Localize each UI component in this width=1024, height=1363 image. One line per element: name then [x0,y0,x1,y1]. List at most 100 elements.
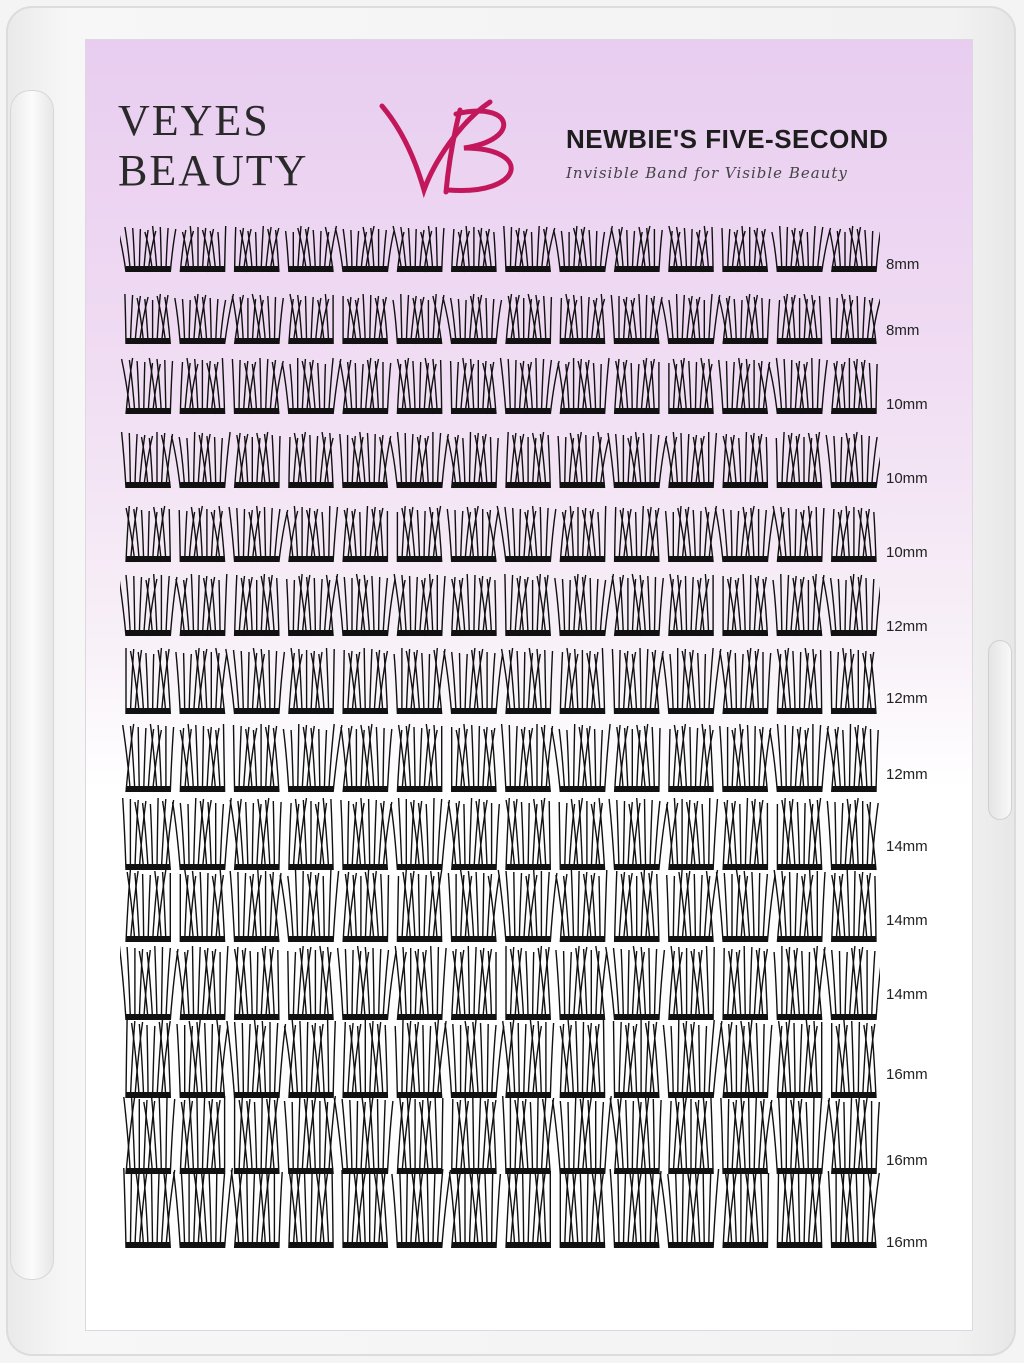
lash-cluster[interactable] [446,431,499,489]
lash-cluster[interactable] [288,797,334,871]
lash-cluster[interactable] [231,357,284,415]
lash-cluster[interactable] [173,1167,233,1249]
lash-cluster[interactable] [722,1167,770,1249]
lash-cluster[interactable] [668,945,715,1021]
lash-cluster[interactable] [555,945,608,1021]
lash-cluster[interactable] [229,869,282,943]
lash-cluster[interactable] [125,1019,171,1099]
lash-cluster[interactable] [286,505,339,563]
lash-cluster[interactable] [608,797,669,871]
lash-cluster[interactable] [500,723,554,793]
lash-cluster[interactable] [829,647,877,715]
lash-cluster[interactable] [557,431,610,489]
lash-cluster[interactable] [559,505,607,563]
lash-cluster[interactable] [668,357,714,415]
lash-cluster[interactable] [286,573,339,637]
lash-cluster[interactable] [668,1095,714,1175]
lash-cluster[interactable] [767,357,828,415]
lash-cluster[interactable] [447,869,500,943]
lash-cluster[interactable] [120,431,174,489]
lash-cluster[interactable] [666,797,719,871]
lash-cluster[interactable] [662,1019,723,1099]
lash-cluster[interactable] [392,225,445,273]
lash-cluster[interactable] [609,1095,662,1175]
lash-cluster[interactable] [287,945,334,1021]
lash-cluster[interactable] [122,723,175,793]
lash-cluster[interactable] [393,573,446,637]
lash-cluster[interactable] [505,293,553,345]
lash-cluster[interactable] [559,647,606,715]
lash-cluster[interactable] [232,724,280,793]
lash-cluster[interactable] [284,225,338,273]
lash-cluster[interactable] [176,1019,229,1099]
lash-cluster[interactable] [230,1167,283,1249]
lash-cluster[interactable] [553,225,613,273]
lash-cluster[interactable] [613,869,660,943]
lash-cluster[interactable] [229,797,282,871]
lash-cluster[interactable] [442,293,503,345]
lash-cluster[interactable] [557,357,610,415]
lash-cluster[interactable] [340,723,393,793]
lash-cluster[interactable] [390,797,451,871]
lash-cluster[interactable] [339,431,392,489]
lash-cluster[interactable] [497,869,558,943]
lash-cluster[interactable] [396,505,443,563]
lash-cluster[interactable] [233,225,280,273]
lash-cluster[interactable] [504,573,551,637]
lash-cluster[interactable] [664,431,718,489]
lash-cluster[interactable] [719,647,772,715]
lash-cluster[interactable] [125,505,171,563]
lash-cluster[interactable] [336,945,397,1021]
lash-cluster[interactable] [451,945,497,1021]
lash-cluster[interactable] [396,1095,444,1175]
lash-cluster[interactable] [503,225,556,273]
lash-cluster[interactable] [171,797,232,871]
lash-cluster[interactable] [392,293,445,345]
lash-cluster[interactable] [776,1167,823,1249]
lash-cluster[interactable] [661,647,722,715]
lash-cluster[interactable] [718,357,771,415]
lash-cluster[interactable] [288,431,334,489]
lash-cluster[interactable] [605,945,666,1021]
lash-cluster[interactable] [831,358,878,415]
lash-cluster[interactable] [721,225,769,273]
lash-cluster[interactable] [450,723,497,793]
lash-cluster[interactable] [769,723,829,793]
lash-cluster[interactable] [825,431,880,489]
lash-cluster[interactable] [342,1020,389,1099]
lash-cluster[interactable] [771,225,832,273]
lash-cluster[interactable] [714,505,775,563]
lash-cluster[interactable] [659,1167,720,1249]
lash-cluster[interactable] [451,573,497,637]
lash-cluster[interactable] [120,945,179,1021]
lash-cluster[interactable] [718,293,771,345]
lash-cluster[interactable] [505,797,551,871]
lash-cluster[interactable] [175,647,228,715]
lash-cluster[interactable] [342,293,389,345]
lash-cluster[interactable] [394,945,447,1021]
lash-cluster[interactable] [288,1167,334,1249]
lash-cluster[interactable] [451,225,497,273]
lash-cluster[interactable] [393,647,446,715]
lash-cluster[interactable] [502,1095,555,1175]
lash-cluster[interactable] [170,431,231,489]
lash-cluster[interactable] [281,357,342,415]
lash-cluster[interactable] [176,945,229,1021]
lash-cluster[interactable] [123,1167,176,1249]
lash-cluster[interactable] [827,1167,880,1249]
lash-cluster[interactable] [279,869,340,943]
lash-cluster[interactable] [613,357,660,415]
lash-cluster[interactable] [558,797,606,871]
lash-cluster[interactable] [233,431,281,489]
lash-cluster[interactable] [559,1019,606,1099]
lash-cluster[interactable] [179,225,227,273]
lash-cluster[interactable] [120,573,178,637]
lash-cluster[interactable] [342,869,390,943]
lash-cluster[interactable] [776,1019,823,1099]
lash-cluster[interactable] [776,797,823,871]
lash-cluster[interactable] [776,647,823,715]
lash-cluster[interactable] [505,1167,551,1249]
lash-cluster[interactable] [660,293,721,345]
lash-cluster[interactable] [228,505,289,563]
case-clasp[interactable] [988,640,1012,820]
